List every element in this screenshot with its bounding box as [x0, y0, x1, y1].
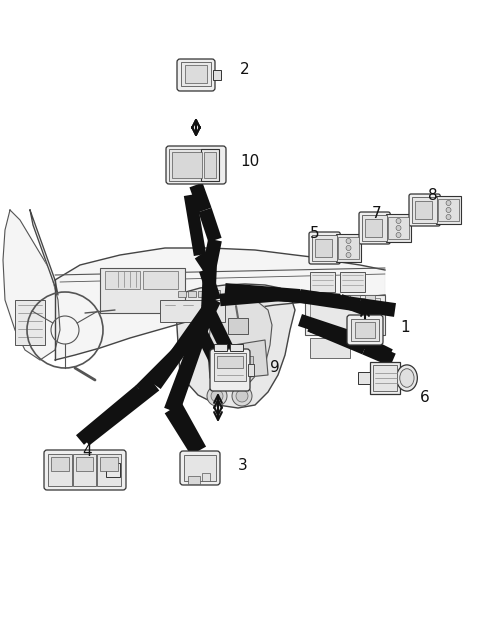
Polygon shape	[55, 248, 385, 360]
Bar	[365, 295, 375, 303]
FancyBboxPatch shape	[359, 212, 390, 244]
Text: 1: 1	[400, 320, 409, 336]
Circle shape	[346, 245, 351, 250]
Bar	[228, 318, 248, 334]
FancyBboxPatch shape	[210, 349, 250, 391]
Bar	[105, 271, 140, 289]
Bar	[337, 237, 360, 259]
Bar	[312, 235, 337, 261]
FancyBboxPatch shape	[409, 194, 440, 226]
Circle shape	[396, 219, 401, 224]
Bar	[370, 362, 400, 394]
Bar	[198, 291, 206, 297]
Bar	[362, 215, 387, 241]
Circle shape	[211, 390, 223, 402]
Bar	[184, 455, 216, 481]
FancyBboxPatch shape	[177, 59, 215, 91]
FancyBboxPatch shape	[180, 451, 220, 485]
Bar	[172, 152, 202, 178]
Bar	[365, 219, 382, 237]
Bar	[15, 300, 45, 345]
Bar	[438, 199, 459, 221]
Bar	[202, 473, 210, 481]
Bar	[388, 217, 409, 239]
Bar	[160, 300, 225, 322]
Bar	[188, 476, 200, 484]
Circle shape	[396, 233, 401, 238]
Bar	[310, 272, 335, 292]
FancyBboxPatch shape	[347, 315, 383, 345]
Bar	[185, 65, 207, 83]
Bar	[340, 272, 365, 292]
Bar	[315, 239, 332, 257]
Bar	[48, 454, 72, 486]
Text: 8: 8	[428, 188, 438, 204]
Bar	[350, 295, 360, 303]
Circle shape	[396, 226, 401, 231]
Text: 5: 5	[310, 226, 320, 241]
Bar	[72, 454, 96, 486]
Bar	[310, 298, 380, 332]
Bar	[106, 463, 120, 477]
Circle shape	[236, 390, 248, 402]
Bar	[201, 149, 219, 181]
Bar	[230, 344, 243, 351]
Bar	[210, 290, 220, 298]
Bar	[415, 201, 432, 219]
Bar	[97, 454, 121, 486]
Bar	[412, 197, 437, 223]
Bar	[305, 295, 385, 335]
Bar	[248, 364, 254, 376]
Circle shape	[346, 253, 351, 257]
Circle shape	[446, 207, 451, 212]
Circle shape	[446, 200, 451, 205]
Bar	[358, 372, 370, 384]
Bar	[351, 319, 379, 341]
Bar	[372, 365, 397, 391]
Bar	[217, 356, 243, 368]
Text: 7: 7	[372, 205, 382, 221]
Bar	[169, 149, 204, 181]
Bar	[188, 291, 196, 297]
Bar	[76, 457, 93, 471]
Circle shape	[346, 238, 351, 243]
Ellipse shape	[396, 365, 417, 391]
Bar	[228, 356, 253, 364]
Polygon shape	[3, 210, 60, 360]
Bar	[386, 214, 411, 242]
Circle shape	[446, 214, 451, 219]
Text: 4: 4	[82, 444, 92, 459]
Bar	[355, 322, 375, 338]
Polygon shape	[215, 340, 268, 380]
Bar	[310, 338, 350, 358]
Bar	[336, 234, 361, 262]
Circle shape	[232, 386, 252, 406]
Polygon shape	[30, 210, 58, 295]
Bar	[100, 268, 185, 313]
Bar	[143, 271, 178, 289]
Polygon shape	[208, 300, 272, 390]
Bar	[51, 457, 69, 471]
Bar	[178, 291, 186, 297]
Text: 3: 3	[238, 458, 248, 473]
Text: 10: 10	[240, 154, 259, 169]
FancyBboxPatch shape	[166, 146, 226, 184]
Ellipse shape	[400, 368, 414, 387]
Bar	[100, 457, 118, 471]
Bar	[214, 353, 246, 381]
Circle shape	[207, 386, 227, 406]
FancyBboxPatch shape	[309, 232, 340, 264]
Text: 9: 9	[270, 360, 280, 375]
Bar	[213, 70, 221, 80]
Bar	[214, 344, 227, 351]
Text: 2: 2	[240, 63, 250, 78]
Bar	[436, 196, 461, 224]
Bar	[181, 62, 211, 86]
Text: 6: 6	[420, 391, 430, 406]
Polygon shape	[175, 284, 295, 408]
Bar	[204, 152, 216, 178]
FancyBboxPatch shape	[44, 450, 126, 490]
